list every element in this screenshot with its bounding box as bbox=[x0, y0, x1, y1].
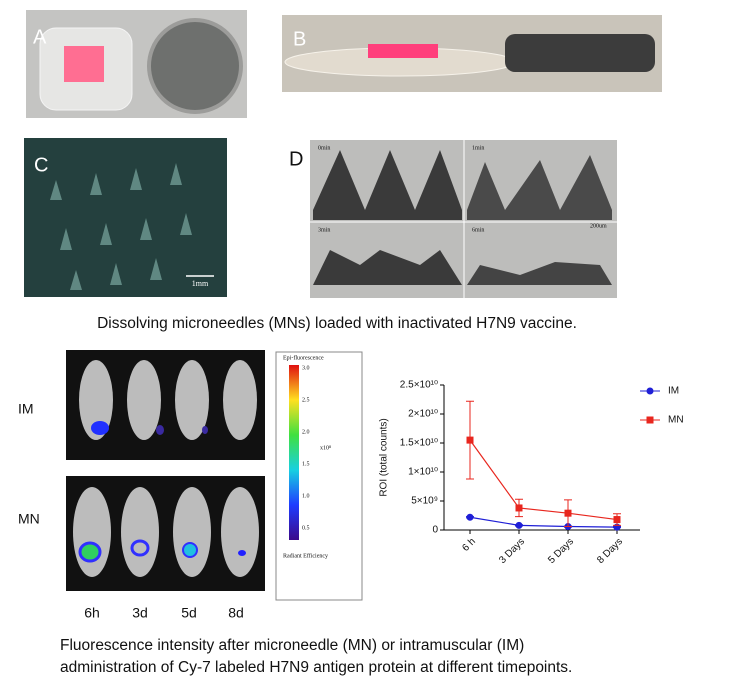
series-line bbox=[469, 516, 618, 528]
photo-c: 1mm C bbox=[24, 138, 227, 297]
y-tick-label: 1.5×10¹⁰ bbox=[400, 438, 438, 449]
legend-label: MN bbox=[668, 415, 684, 426]
panel-label: A bbox=[33, 26, 47, 48]
caption: Dissolving microneedles (MNs) loaded wit… bbox=[97, 315, 577, 332]
x-tick-label: 8 Days bbox=[595, 536, 625, 566]
x-tick-label: 3 Days bbox=[497, 536, 527, 566]
time-label: 3min bbox=[318, 227, 330, 233]
row-label: IM bbox=[18, 401, 34, 417]
marker bbox=[466, 513, 474, 521]
row-label: MN bbox=[18, 511, 40, 527]
timepoint: 6h bbox=[84, 605, 100, 621]
photo-a: A bbox=[26, 10, 247, 118]
colorbar: Epi-fluorescence 3.0 2.5 2.0 1.5 1.0 0.5… bbox=[275, 351, 363, 601]
y-tick-label: 0 bbox=[432, 525, 438, 536]
x-tick-label: 5 Days bbox=[546, 536, 576, 566]
y-axis-label: ROI (total counts) bbox=[379, 418, 390, 496]
colorbar-tick: 2.5 bbox=[302, 397, 310, 403]
time-label: 1min bbox=[472, 145, 484, 151]
colorbar-tick: 3.0 bbox=[302, 365, 310, 371]
marker bbox=[564, 509, 572, 517]
marker bbox=[466, 436, 474, 444]
colorbar-tick: 0.5 bbox=[302, 525, 310, 531]
photo-d: 0min 1min 3min 6min 200um D bbox=[289, 140, 617, 298]
colorbar-tick: 1.5 bbox=[302, 461, 310, 467]
line-chart: ROI (total counts) 0 5×10⁹ 1×10¹⁰ 1.5×10¹⁰ 2×… bbox=[379, 380, 684, 566]
y-tick-label: 5×10⁹ bbox=[411, 496, 438, 507]
caption: administration of Cy-7 labeled H7N9 anti… bbox=[60, 659, 572, 676]
timepoint: 8d bbox=[228, 605, 244, 621]
mouse-images bbox=[66, 350, 265, 591]
scale-label: 1mm bbox=[192, 279, 209, 288]
timepoint: 5d bbox=[181, 605, 197, 621]
photo-b: B bbox=[282, 15, 662, 92]
panel-label: B bbox=[293, 28, 306, 50]
caption: Fluorescence intensity after microneedle… bbox=[60, 637, 524, 654]
panel-label: C bbox=[34, 154, 48, 176]
colorbar-title: Epi-fluorescence bbox=[283, 354, 324, 361]
colorbar-footer: Radiant Efficiency bbox=[283, 552, 328, 559]
legend-marker bbox=[646, 387, 654, 395]
time-label: 0min bbox=[318, 145, 330, 151]
panel-label: D bbox=[289, 148, 303, 170]
legend-marker bbox=[646, 416, 654, 424]
colorbar-tick: 2.0 bbox=[302, 429, 310, 435]
marker bbox=[613, 516, 621, 524]
legend-label: IM bbox=[668, 386, 679, 397]
y-tick-label: 2.5×10¹⁰ bbox=[400, 380, 438, 391]
marker bbox=[515, 521, 523, 529]
timepoint: 3d bbox=[132, 605, 148, 621]
y-tick-label: 1×10¹⁰ bbox=[408, 467, 438, 478]
series-line bbox=[469, 439, 618, 521]
y-tick-label: 2×10¹⁰ bbox=[408, 409, 438, 420]
marker bbox=[515, 504, 523, 512]
colorbar-unit: x10⁸ bbox=[320, 445, 331, 451]
colorbar-tick: 1.0 bbox=[302, 493, 310, 499]
time-label: 6min bbox=[472, 227, 484, 233]
x-tick-label: 6 h bbox=[460, 536, 478, 554]
scale-label: 200um bbox=[590, 223, 607, 229]
